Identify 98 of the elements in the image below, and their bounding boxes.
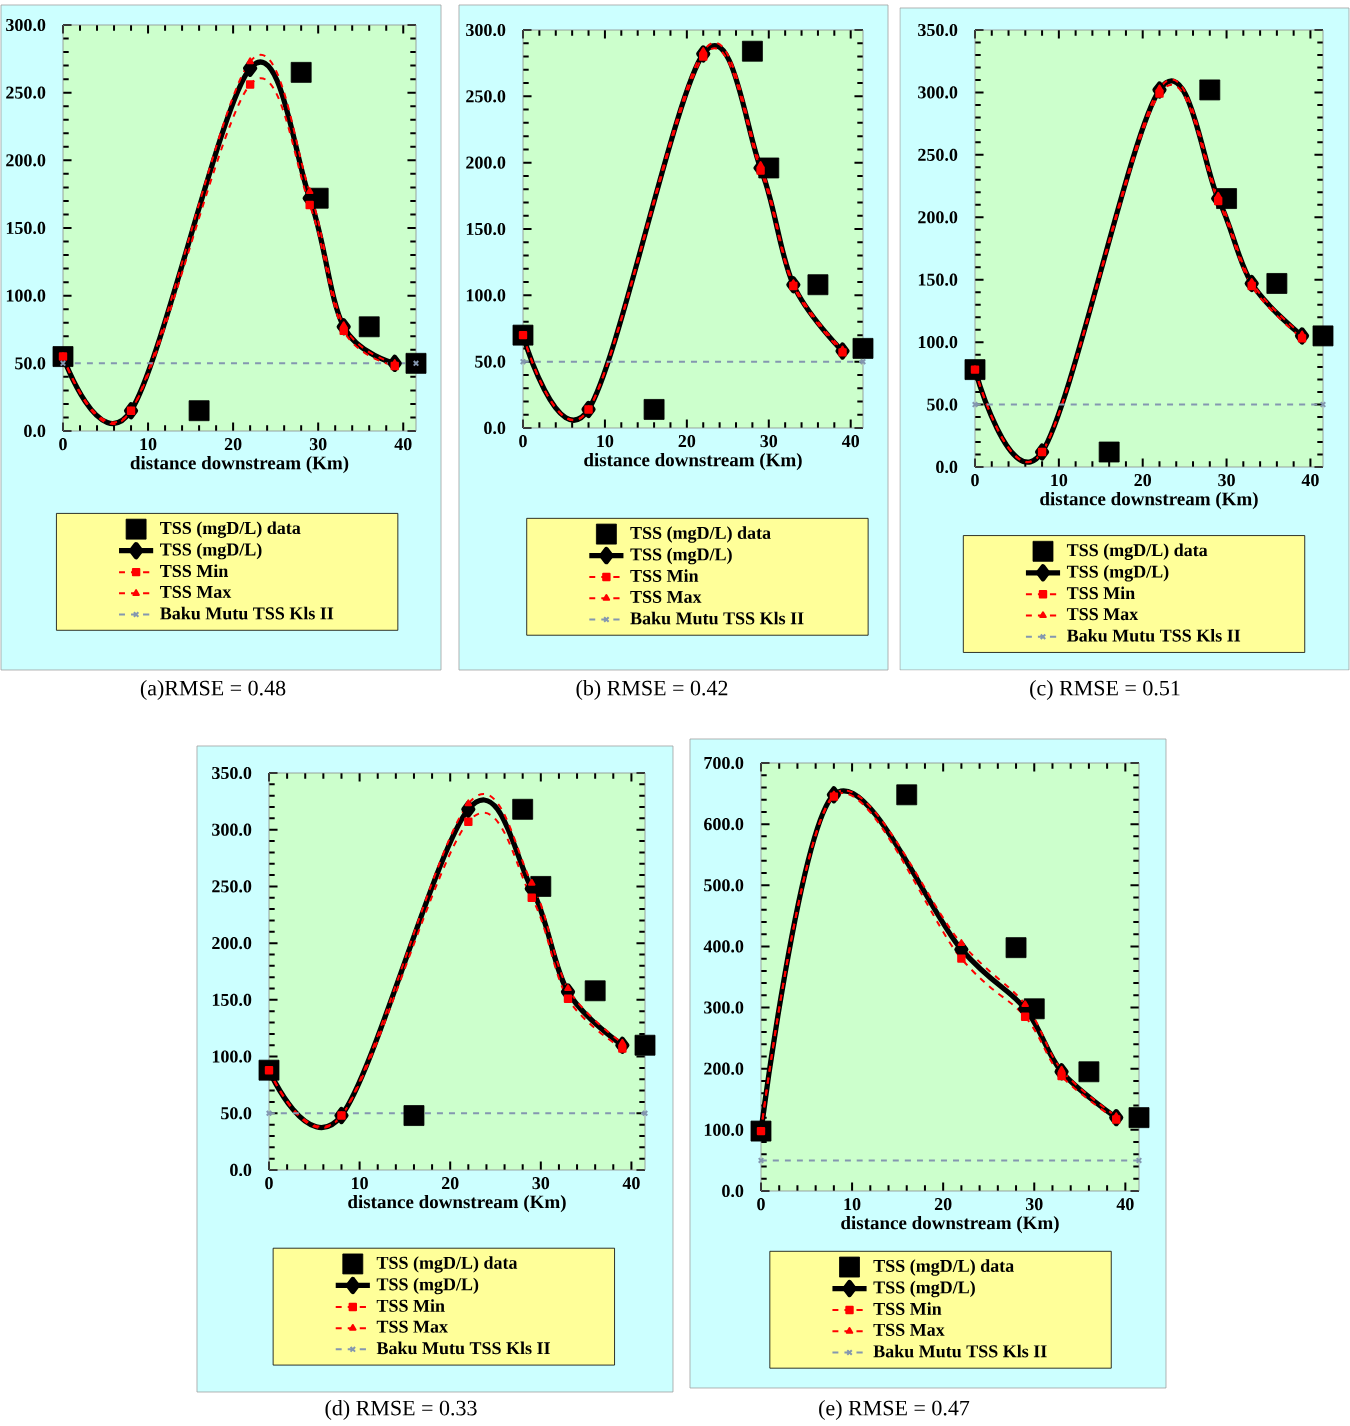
- y-tick-label: 350.0: [212, 766, 252, 780]
- y-tick-label: 50.0: [221, 1107, 252, 1120]
- y-tick-label: 100.0: [466, 289, 506, 302]
- legend-label: TSS (mgD/L) data: [376, 1256, 518, 1273]
- x-tick-label: 0: [757, 1198, 765, 1211]
- y-tick-label: 0.0: [484, 421, 506, 435]
- x-tick-label: 20: [678, 435, 696, 448]
- y-tick-label: 100.0: [6, 289, 46, 302]
- x-tick-label: 0: [265, 1177, 273, 1190]
- legend-label: TSS Max: [630, 590, 702, 603]
- y-tick-label: 0.0: [230, 1163, 252, 1177]
- y-tick-label: 100.0: [212, 1050, 252, 1063]
- y-tick-label: 300.0: [918, 86, 958, 99]
- y-tick-label: 200.0: [918, 211, 958, 224]
- y-tick-label: 0.0: [722, 1184, 744, 1198]
- legend-label: TSS Max: [376, 1320, 448, 1333]
- y-tick-label: 250.0: [466, 90, 506, 103]
- y-tick-label: 150.0: [6, 221, 46, 235]
- x-tick-label: 0: [971, 474, 979, 487]
- x-tick-label: 20: [1134, 474, 1152, 487]
- x-tick-label: 30: [1025, 1198, 1043, 1211]
- y-tick-label: 200.0: [6, 154, 46, 167]
- y-tick-label: 200.0: [466, 156, 506, 169]
- x-tick-label: 30: [760, 435, 778, 448]
- x-tick-label: 10: [597, 435, 614, 448]
- legend-label: TSS Max: [1066, 608, 1139, 621]
- legend-label: TSS (mgD/L) data: [1066, 543, 1208, 561]
- text: (a)RMSE = 0.48: [140, 680, 286, 700]
- x-tick-label: 20: [224, 438, 242, 451]
- legend-label: TSS Min: [1066, 586, 1135, 600]
- y-tick-label: 50.0: [927, 398, 958, 411]
- y-tick-label: 200.0: [704, 1062, 744, 1075]
- x-tick-label: 40: [1301, 474, 1319, 487]
- legend-label: TSS (mgD/L): [376, 1277, 479, 1295]
- legend-label: TSS Min: [873, 1302, 942, 1315]
- y-tick-label: 700.0: [704, 756, 744, 770]
- legend-label: TSS (mgD/L): [160, 542, 262, 560]
- x-axis-title: distance downstream (Km): [1040, 491, 1258, 510]
- y-tick-label: 150.0: [212, 993, 252, 1006]
- x-axis-title: distance downstream (Km): [584, 452, 802, 471]
- text: (e) RMSE = 0.47: [819, 1400, 970, 1420]
- legend-label: TSS (mgD/L) data: [160, 521, 301, 538]
- legend-label: TSS Max: [873, 1323, 945, 1336]
- y-tick-label: 0.0: [936, 460, 958, 474]
- y-tick-label: 500.0: [704, 879, 744, 892]
- y-tick-label: 50.0: [15, 357, 46, 370]
- x-tick-label: 0: [519, 435, 527, 448]
- x-tick-label: 40: [394, 438, 412, 451]
- x-tick-label: 40: [1116, 1198, 1134, 1211]
- legend-label: Baku Mutu TSS Kls II: [630, 611, 804, 625]
- y-tick-label: 250.0: [6, 86, 46, 99]
- x-tick-label: 30: [309, 438, 327, 451]
- y-tick-label: 200.0: [212, 937, 252, 950]
- legend-label: TSS (mgD/L): [1066, 565, 1169, 582]
- text: (c) RMSE = 0.51: [1030, 680, 1180, 700]
- x-tick-label: 0: [59, 438, 67, 451]
- legend-label: Baku Mutu TSS Kls II: [1066, 628, 1241, 642]
- y-tick-label: 350.0: [918, 23, 958, 37]
- legend-label: TSS Min: [160, 564, 229, 578]
- legend-label: TSS (mgD/L): [873, 1280, 975, 1298]
- legend-label: TSS (mgD/L) data: [873, 1259, 1014, 1276]
- x-tick-label: 10: [1051, 474, 1068, 487]
- x-axis-title: distance downstream (Km): [841, 1215, 1059, 1234]
- x-tick-label: 10: [140, 438, 157, 451]
- x-tick-label: 30: [1218, 474, 1235, 487]
- legend-label: TSS Max: [160, 585, 232, 598]
- x-tick-label: 20: [441, 1177, 459, 1190]
- legend-label: TSS Min: [630, 569, 699, 582]
- y-tick-label: 400.0: [703, 940, 744, 953]
- y-tick-label: 150.0: [466, 222, 506, 236]
- y-tick-label: 250.0: [212, 880, 252, 893]
- y-tick-label: 300.0: [704, 1001, 744, 1014]
- x-axis-title: distance downstream (Km): [130, 455, 349, 474]
- y-tick-label: 600.0: [704, 818, 744, 831]
- y-tick-label: 300.0: [6, 18, 46, 32]
- y-tick-label: 250.0: [918, 148, 958, 161]
- text: (d) RMSE = 0.33: [325, 1400, 477, 1420]
- x-tick-label: 10: [844, 1198, 861, 1211]
- y-tick-label: 50.0: [475, 355, 506, 368]
- legend-label: Baku Mutu TSS Kls II: [376, 1341, 550, 1355]
- x-tick-label: 30: [532, 1177, 550, 1190]
- text: (b) RMSE = 0.42: [576, 680, 728, 700]
- x-tick-label: 10: [352, 1177, 368, 1190]
- y-tick-label: 300.0: [466, 23, 506, 37]
- y-tick-label: 100.0: [918, 336, 958, 349]
- legend-label: TSS Min: [376, 1299, 445, 1312]
- x-tick-label: 20: [934, 1198, 952, 1211]
- x-tick-label: 40: [622, 1177, 640, 1190]
- y-tick-label: 100.0: [704, 1123, 744, 1136]
- x-tick-label: 40: [841, 435, 860, 448]
- y-tick-label: 0.0: [24, 424, 46, 438]
- legend-label: Baku Mutu TSS Kls II: [160, 606, 334, 620]
- x-axis-title: distance downstream (Km): [348, 1194, 566, 1213]
- legend-label: TSS (mgD/L): [630, 547, 732, 565]
- y-tick-label: 300.0: [212, 823, 252, 836]
- legend-label: TSS (mgD/L) data: [630, 526, 771, 543]
- legend-label: Baku Mutu TSS Kls II: [873, 1344, 1047, 1358]
- y-tick-label: 150.0: [918, 273, 958, 286]
